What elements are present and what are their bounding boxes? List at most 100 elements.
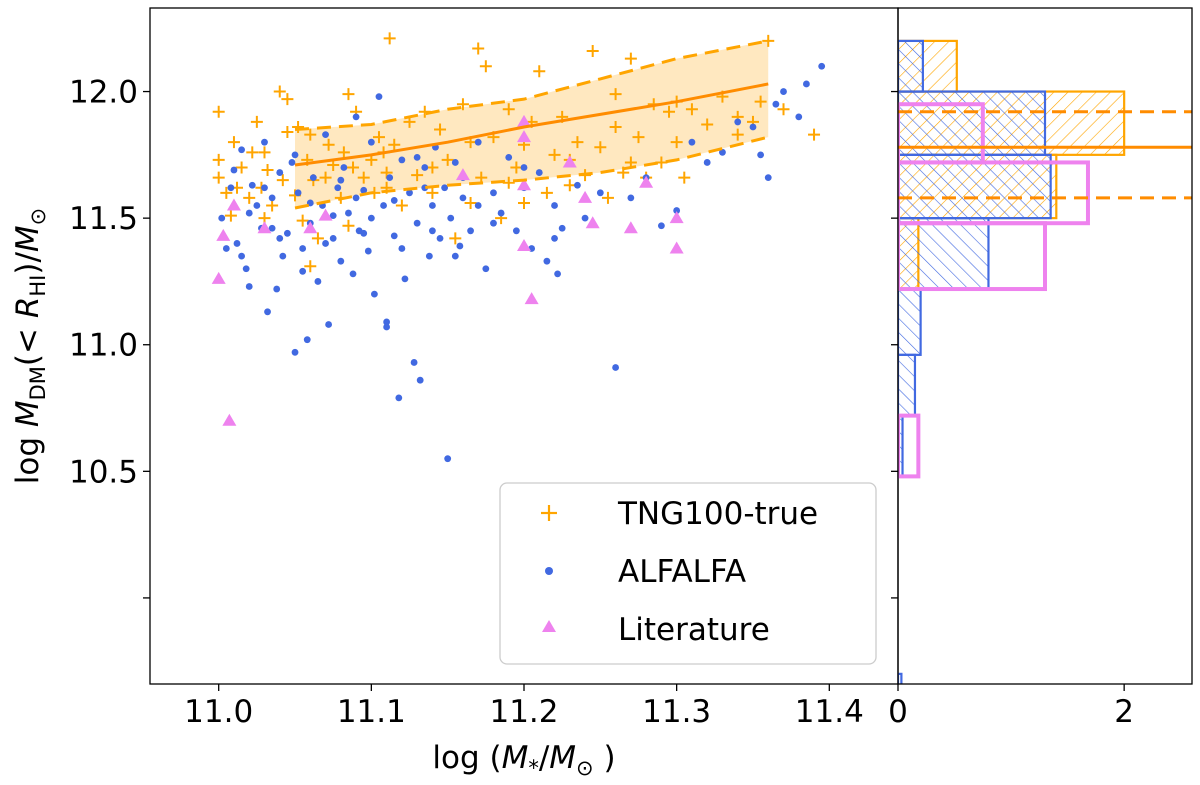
legend-marker-tng: [541, 505, 557, 521]
alfalfa-point: [612, 364, 619, 371]
alfalfa-point: [291, 151, 299, 159]
alfalfa-point: [334, 184, 342, 192]
alfalfa-point: [261, 184, 268, 192]
tng-point: [227, 136, 240, 149]
alfalfa-point: [543, 257, 551, 265]
tng-point: [212, 105, 225, 118]
alfalfa-point: [279, 252, 287, 260]
x-tick-label: 11.1: [337, 694, 406, 730]
tng-point: [276, 174, 289, 187]
histogram-bar-alfalfa: [898, 90, 1047, 156]
literature-point: [216, 228, 231, 241]
alfalfa-point: [406, 189, 413, 197]
alfalfa-point: [238, 146, 245, 154]
tng-point: [533, 65, 546, 78]
alfalfa-point: [395, 394, 403, 402]
tng-point: [261, 164, 274, 177]
alfalfa-point: [459, 194, 467, 202]
alfalfa-point: [222, 245, 230, 252]
tng-point: [281, 93, 294, 106]
alfalfa-point: [299, 267, 307, 275]
literature-point: [639, 175, 654, 188]
literature-point: [517, 114, 531, 127]
alfalfa-point: [309, 174, 317, 182]
alfalfa-point: [551, 202, 558, 209]
legend-label-alfalfa: ALFALFA: [618, 554, 746, 590]
tng-point: [510, 161, 523, 174]
tng-point: [296, 214, 309, 227]
alfalfa-point: [390, 197, 398, 204]
alfalfa-point: [413, 219, 421, 227]
alfalfa-point: [383, 323, 391, 331]
alfalfa-point: [657, 222, 665, 230]
alfalfa-point: [772, 100, 780, 108]
tng-point: [586, 45, 599, 58]
alfalfa-point: [299, 245, 307, 252]
alfalfa-point: [294, 189, 302, 197]
median-lines-layer: [294, 39, 769, 210]
tng-point: [456, 98, 469, 111]
alfalfa-point: [253, 202, 261, 209]
literature-point: [585, 216, 600, 229]
alfalfa-point: [375, 93, 383, 101]
tng-upper-percentile-line: [294, 39, 769, 132]
tng-point: [571, 136, 584, 149]
alfalfa-point: [673, 207, 681, 214]
alfalfa-point: [264, 308, 271, 316]
alfalfa-point: [401, 275, 409, 283]
literature-point: [303, 221, 318, 234]
y-tick-label: 12.0: [69, 75, 138, 111]
literature-point: [524, 292, 539, 305]
alfalfa-point: [291, 348, 299, 356]
tng-point: [434, 123, 447, 136]
literature-point: [318, 208, 333, 221]
tng-point: [235, 161, 248, 174]
alfalfa-point: [474, 202, 482, 209]
tng-point: [319, 171, 332, 184]
alfalfa-point: [352, 194, 360, 202]
alfalfa-point: [380, 202, 387, 209]
legend-box: [499, 482, 877, 665]
histogram-bar-literature: [898, 413, 921, 479]
alfalfa-point: [337, 257, 345, 265]
alfalfa-point: [554, 270, 561, 278]
y-tick-label: 11.5: [69, 201, 138, 237]
literature-point: [578, 190, 593, 203]
histogram-bar-alfalfa: [898, 287, 922, 356]
alfalfa-point: [749, 123, 757, 131]
tng-point: [762, 34, 775, 47]
y-ticks: 10.5 11.0 11.5 12.0: [69, 75, 150, 599]
x-axis-title: log (M*/M⊙ ): [432, 740, 615, 780]
alfalfa-point: [719, 148, 726, 156]
alfalfa-point: [512, 227, 520, 235]
alfalfa-point: [398, 156, 406, 164]
histogram-bar-alfalfa: [898, 217, 990, 291]
alfalfa-point: [314, 278, 322, 285]
y-tick-label: 10.5: [69, 454, 138, 490]
alfalfa-point: [780, 88, 787, 95]
alfalfa-point: [242, 265, 250, 273]
tng-point: [701, 118, 714, 131]
alfalfa-point: [283, 229, 291, 237]
alfalfa-point: [757, 151, 765, 159]
alfalfa-point: [276, 169, 284, 176]
alfalfa-point: [764, 174, 772, 182]
tng-point: [395, 199, 408, 212]
legend-marker-alfalfa: [545, 567, 553, 575]
tng-point: [540, 186, 553, 199]
alfalfa-point: [367, 138, 375, 146]
alfalfa-point: [416, 376, 424, 384]
histogram-y-ticks: [891, 90, 898, 599]
alfalfa-point: [245, 283, 253, 290]
alfalfa-point: [436, 234, 444, 242]
alfalfa-point: [268, 224, 276, 232]
tng-point: [663, 105, 676, 118]
alfalfa-point: [398, 245, 406, 252]
histogram-x-tick-label: 0: [888, 694, 908, 730]
alfalfa-point: [497, 209, 505, 217]
tng-point: [342, 219, 355, 232]
alfalfa-point: [303, 336, 311, 344]
literature-point: [517, 238, 531, 251]
